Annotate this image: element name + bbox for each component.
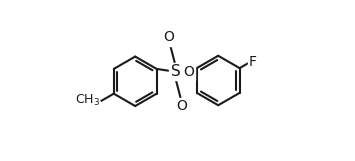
Text: O: O bbox=[176, 99, 187, 113]
Text: F: F bbox=[248, 55, 256, 69]
Text: CH$_3$: CH$_3$ bbox=[75, 93, 100, 108]
Text: O: O bbox=[164, 30, 174, 44]
Text: S: S bbox=[170, 64, 180, 79]
Text: O: O bbox=[183, 65, 194, 79]
